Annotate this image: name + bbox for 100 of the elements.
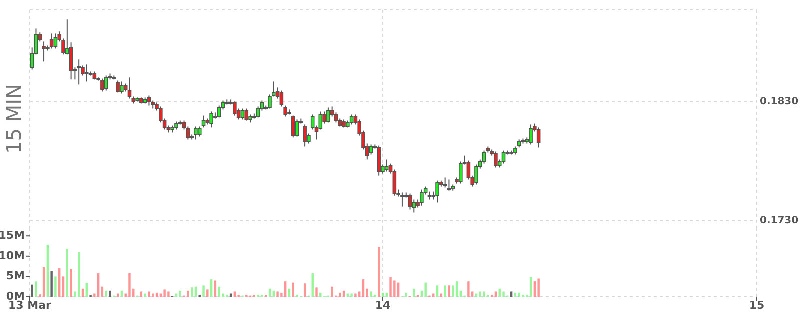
bar [538, 278, 540, 297]
bar [370, 292, 372, 297]
candlestick [303, 124, 307, 148]
candlestick [268, 94, 272, 110]
candlestick [280, 90, 284, 108]
candlestick [400, 192, 404, 208]
bar [78, 252, 80, 297]
bar [510, 292, 513, 297]
bar [424, 282, 427, 297]
bar [284, 282, 287, 297]
bar [479, 292, 482, 297]
candlestick [494, 151, 498, 168]
candlestick [384, 159, 389, 172]
bar [194, 286, 198, 297]
bar [144, 294, 146, 297]
bar [366, 288, 368, 297]
bar [101, 286, 104, 297]
bar [331, 286, 334, 297]
candlestick [326, 107, 330, 124]
bar [498, 288, 501, 297]
x-tick-label: 13 Mar [8, 299, 52, 312]
bar [276, 292, 279, 297]
candlestick [84, 64, 89, 82]
bar [214, 280, 217, 297]
candlestick [116, 80, 120, 94]
candlestick [502, 150, 506, 164]
bar [140, 292, 143, 297]
bar [35, 282, 38, 297]
bar [128, 273, 131, 297]
bar [31, 284, 34, 297]
bar [148, 292, 150, 297]
candlestick [291, 115, 296, 138]
bar [468, 282, 470, 297]
bar [378, 247, 380, 297]
bar [66, 249, 68, 297]
bar [394, 280, 396, 297]
bar [390, 278, 392, 297]
candlestick [408, 193, 412, 210]
bar [50, 271, 53, 297]
bar [206, 290, 209, 297]
candlestick [194, 126, 198, 140]
y-tick-label: 10M [0, 249, 25, 262]
candlestick [244, 108, 249, 122]
x-tick-label: 14 [375, 299, 391, 312]
bar [316, 288, 318, 297]
bar [46, 245, 50, 297]
bar [234, 292, 236, 297]
bar [86, 283, 88, 297]
bar [483, 292, 486, 297]
bar [413, 288, 416, 297]
candlestick [217, 105, 222, 118]
candlestick [120, 81, 124, 94]
y-tick-label: 0.1830 [760, 96, 799, 108]
candlestick [100, 78, 104, 92]
bar [397, 282, 400, 297]
bar [456, 282, 458, 297]
bar [502, 292, 505, 297]
candlestick [420, 189, 424, 206]
bar [58, 268, 61, 297]
candlestick [50, 33, 54, 50]
candlestick [77, 59, 81, 86]
candlestick [529, 124, 533, 146]
bar [42, 267, 46, 297]
candlestick [210, 111, 214, 128]
bar [358, 292, 361, 297]
candlestick [295, 119, 300, 138]
bar [164, 290, 166, 297]
bar [452, 286, 454, 297]
candlestick [240, 108, 245, 120]
candlestick [436, 180, 440, 204]
bar [202, 286, 205, 297]
bar [448, 286, 450, 297]
y-tick-label: 15M [0, 229, 25, 242]
bar [168, 292, 170, 297]
bar [288, 288, 291, 297]
y-tick-label: 5M [6, 270, 25, 283]
bar [444, 286, 446, 297]
bar [62, 276, 65, 297]
bar [534, 282, 536, 297]
bar [268, 288, 272, 297]
bar [292, 282, 294, 297]
candlestick [104, 75, 108, 92]
candlestick [284, 105, 288, 118]
bar [109, 290, 112, 297]
bar [70, 268, 72, 297]
candlestick [54, 33, 58, 50]
x-tick-label: 15 [749, 299, 765, 312]
bar [350, 294, 353, 297]
candlestick [42, 41, 46, 62]
bar [354, 294, 357, 297]
bar [187, 290, 190, 297]
candlestick [233, 101, 237, 116]
candlestick [202, 115, 206, 128]
bar [54, 276, 57, 297]
y-axis-title: 15 MIN [2, 84, 26, 154]
bar [218, 286, 220, 297]
bar [82, 288, 84, 297]
bar [97, 273, 100, 297]
candlestick [369, 144, 374, 156]
candlestick [536, 127, 541, 148]
